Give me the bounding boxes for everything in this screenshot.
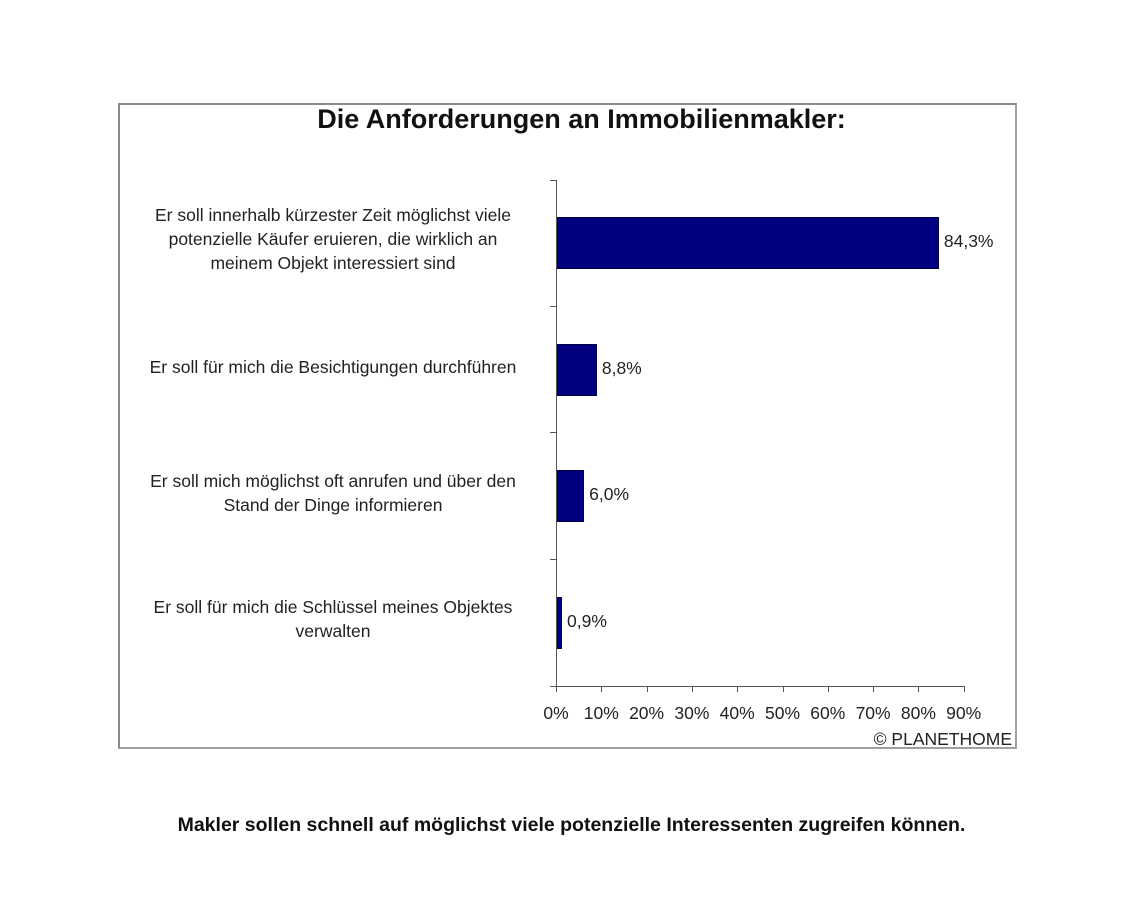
x-axis-tick-label: 90% [946,703,982,723]
category-label-1: Er soll innerhalb kürzester Zeit möglich… [118,203,548,275]
bar [557,470,585,523]
category-label-4: Er soll für mich die Schlüssel meines Ob… [118,595,548,643]
y-axis-tick [550,432,556,433]
chart-frame [118,103,1017,749]
category-label-line: Er soll für mich die Schlüssel meines Ob… [153,597,513,617]
x-axis-tick [691,686,693,692]
x-axis-tick-label: 50% [764,703,801,723]
category-label-line: Er soll für mich die Besichtigungen durc… [149,357,517,377]
bar [557,217,939,270]
category-label-line: potenzielle Käufer eruieren, die wirklic… [168,229,498,249]
y-axis-tick [550,180,556,181]
x-axis-tick [737,686,739,692]
y-axis-tick [550,559,556,560]
category-label-2: Er soll für mich die Besichtigungen durc… [118,355,548,379]
chart-title: Die Anforderungen an Immobilienmakler: [317,104,846,134]
y-axis-tick [550,306,556,307]
x-axis-tick-label: 20% [629,703,665,723]
bar [557,596,562,649]
x-axis-tick [601,686,603,692]
y-axis [556,180,557,686]
category-label-line: Er soll mich möglichst oft anrufen und ü… [150,471,516,491]
x-axis-tick-label: 70% [855,703,891,723]
x-axis-tick [782,686,784,692]
x-axis-tick [827,686,829,692]
category-label-line: Stand der Dinge informieren [223,495,443,515]
bar-value-label: 84,3% [943,231,994,252]
bar [557,343,597,396]
category-label-line: meinem Objekt interessiert sind [210,253,456,273]
x-axis-tick-label: 40% [719,703,755,723]
category-label-line: Er soll innerhalb kürzester Zeit möglich… [155,205,511,225]
category-label-3: Er soll mich möglichst oft anrufen und ü… [118,469,548,517]
x-axis-tick-label: 80% [900,703,936,723]
copyright-notice: © PLANETHOME [873,729,1012,749]
category-label-line: verwalten [295,621,371,641]
x-axis-tick-label: 30% [674,703,710,723]
bar-value-label: 0,9% [567,610,607,631]
bar-value-label: 8,8% [601,357,642,378]
x-axis-tick-label: 60% [810,703,846,723]
x-axis-tick-label: 0% [543,703,569,723]
x-axis-tick [873,686,875,692]
x-axis-tick [918,686,920,692]
x-axis-tick [556,686,557,692]
bar-value-label: 6,0% [589,484,630,505]
x-axis [550,686,964,687]
caption: Makler sollen schnell auf möglichst viel… [177,814,966,836]
x-axis-tick-label: 10% [583,703,619,723]
x-axis-tick [646,686,648,692]
x-axis-tick [963,686,965,692]
